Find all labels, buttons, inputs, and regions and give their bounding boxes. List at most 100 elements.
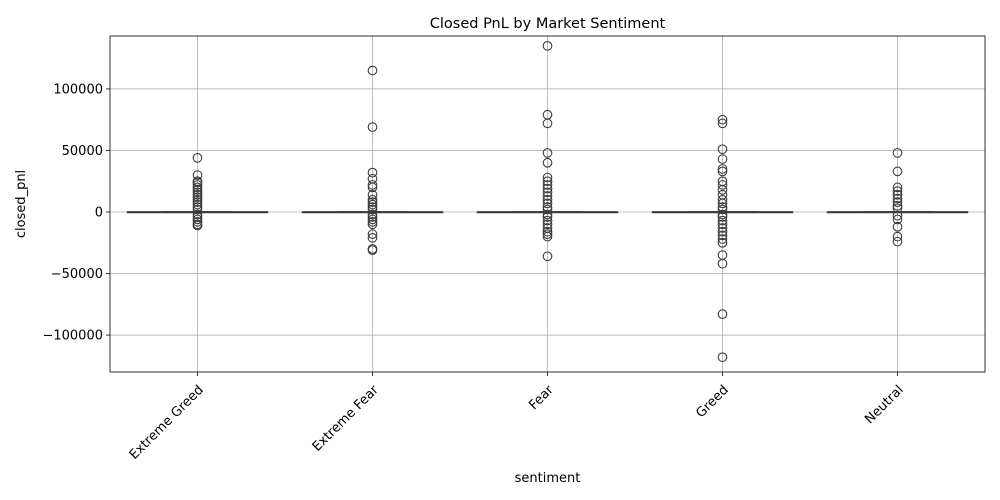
- outlier-point: [542, 148, 553, 158]
- outlier-point: [367, 199, 378, 210]
- outlier-point: [892, 236, 903, 247]
- outlier-point: [192, 182, 203, 193]
- outlier-point: [367, 245, 378, 256]
- outlier-point: [717, 202, 728, 212]
- outlier-point: [192, 192, 203, 203]
- outlier-point: [892, 193, 903, 204]
- outlier-point: [717, 194, 728, 205]
- outlier-point: [367, 65, 378, 76]
- outlier-point: [892, 186, 903, 196]
- outlier-point: [367, 182, 378, 193]
- outlier-point: [542, 212, 553, 222]
- outlier-point: [192, 170, 203, 180]
- outlier-point: [542, 157, 553, 168]
- outlier-point: [542, 194, 553, 205]
- outlier-point: [192, 197, 203, 208]
- y-tick-label: 0: [95, 206, 103, 221]
- outlier-point: [542, 198, 553, 209]
- outlier-point: [542, 176, 553, 187]
- outlier-point: [192, 177, 203, 188]
- outlier-point: [717, 184, 728, 195]
- outlier-point: [717, 144, 728, 155]
- outlier-point: [367, 180, 378, 190]
- outlier-point: [192, 209, 203, 220]
- outlier-point: [717, 166, 728, 177]
- outlier-point: [367, 214, 378, 225]
- outlier-point: [542, 219, 553, 230]
- outlier-point: [717, 198, 728, 209]
- outlier-point: [542, 231, 553, 242]
- y-axis-ticks: −100000 −50000 0 50000 100000: [42, 82, 110, 344]
- outlier-point: [192, 214, 203, 225]
- outlier-point: [892, 214, 903, 225]
- y-tick-label: 100000: [53, 82, 103, 97]
- outlier-point: [367, 194, 378, 205]
- outlier-point: [542, 215, 553, 226]
- outlier-point: [717, 226, 728, 237]
- outlier-point: [542, 204, 553, 215]
- outlier-point: [192, 216, 203, 227]
- outlier-point: [542, 226, 553, 237]
- outlier-point: [192, 202, 203, 212]
- outlier-point: [542, 251, 553, 262]
- outlier-point: [717, 114, 728, 125]
- outlier-point: [367, 212, 378, 222]
- outlier-point: [367, 209, 378, 220]
- y-tick-label: −100000: [42, 329, 103, 344]
- outlier-point: [192, 152, 203, 163]
- outlier-point: [717, 234, 728, 244]
- x-axis-label: sentiment: [515, 471, 581, 486]
- outlier-point: [717, 215, 728, 226]
- outlier-point: [717, 237, 728, 248]
- outlier-point: [717, 219, 728, 230]
- boxes: [126, 40, 969, 363]
- outlier-point: [367, 167, 378, 178]
- outlier-point: [367, 204, 378, 215]
- outlier-point: [367, 219, 378, 230]
- chart-title: Closed PnL by Market Sentiment: [430, 16, 666, 32]
- outlier-point: [892, 166, 903, 177]
- outlier-point: [367, 232, 378, 243]
- outlier-point: [192, 180, 203, 190]
- outlier-point: [192, 194, 203, 205]
- outlier-point: [367, 122, 378, 132]
- box-neutral: [826, 148, 969, 247]
- outlier-point: [892, 231, 903, 242]
- outlier-point: [367, 229, 378, 240]
- outlier-point: [192, 189, 203, 200]
- outlier-point: [717, 118, 728, 129]
- box-extreme-fear: [301, 65, 444, 256]
- outlier-point: [542, 202, 553, 212]
- outlier-point: [192, 199, 203, 210]
- outlier-point: [717, 154, 728, 164]
- outlier-point: [892, 221, 903, 232]
- outlier-point: [892, 203, 903, 214]
- outlier-point: [367, 216, 378, 227]
- box-fear: [476, 40, 619, 262]
- y-tick-label: −50000: [51, 267, 103, 282]
- outlier-point: [717, 230, 728, 241]
- outlier-point: [717, 212, 728, 222]
- outlier-point: [542, 187, 553, 198]
- outlier-point: [192, 204, 203, 215]
- outlier-point: [542, 118, 553, 129]
- outlier-point: [892, 200, 903, 211]
- outlier-point: [892, 197, 903, 208]
- outlier-point: [542, 229, 553, 240]
- outlier-point: [367, 189, 378, 200]
- outlier-point: [542, 172, 553, 183]
- outlier-point: [717, 209, 728, 220]
- outlier-point: [717, 258, 728, 269]
- outlier-point: [542, 40, 553, 51]
- outlier-point: [892, 189, 903, 200]
- outlier-point: [717, 164, 728, 174]
- outlier-point: [542, 209, 553, 220]
- outlier-point: [367, 202, 378, 212]
- box-greed: [651, 114, 794, 363]
- y-axis-label: closed_pnl: [14, 170, 29, 238]
- outlier-point: [717, 309, 728, 320]
- outlier-point: [367, 197, 378, 208]
- outlier-point: [892, 148, 903, 158]
